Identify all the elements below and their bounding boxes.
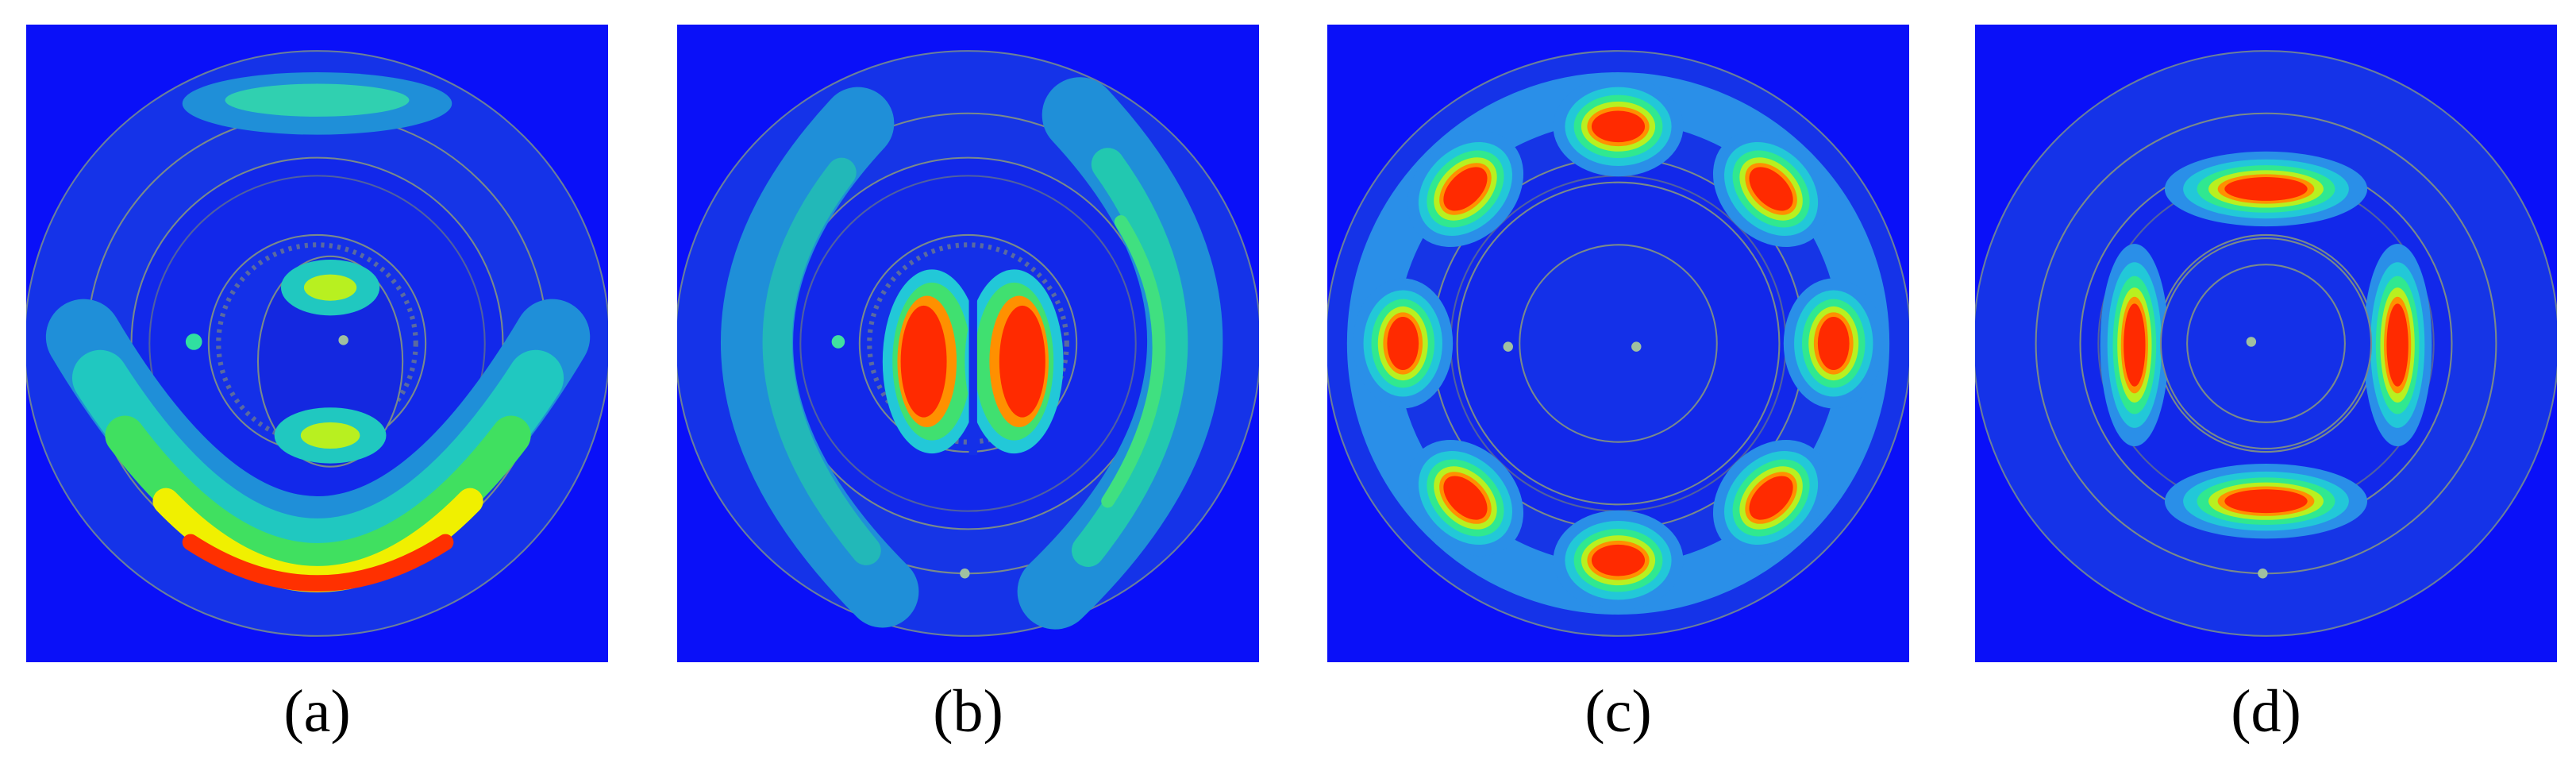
panel-label: (b) <box>933 678 1003 745</box>
panel-label: (c) <box>1584 678 1652 745</box>
panel-a-image <box>26 25 608 662</box>
panel-label: (a) <box>283 678 351 745</box>
panel-c-image <box>1327 25 1909 662</box>
panel-label: (d) <box>2231 678 2301 745</box>
panel-b-image <box>677 25 1259 662</box>
panel-d-image <box>1975 25 2557 662</box>
